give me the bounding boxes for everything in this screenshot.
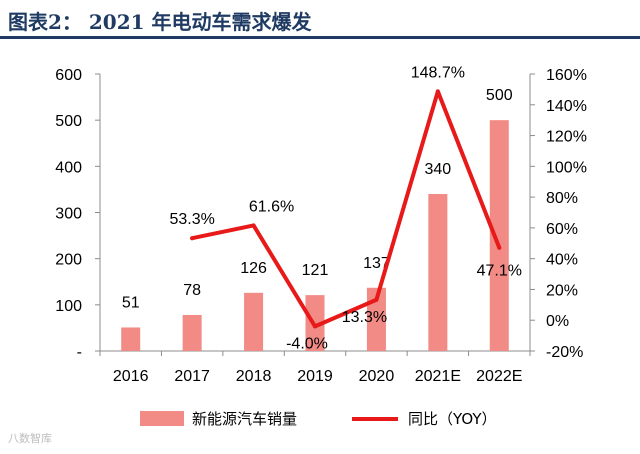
yoy-point-2019 <box>313 324 317 329</box>
left-tick-label: 300 <box>55 206 82 223</box>
x-tick-label: 2021E <box>415 368 461 385</box>
x-tick-label: 2018 <box>236 368 272 385</box>
bar-2022E <box>489 120 509 352</box>
right-tick-label: 0% <box>546 313 569 330</box>
figure-title: 图表2： 2021 年电动车需求爆发 <box>8 10 312 34</box>
bar-2017 <box>182 314 202 351</box>
x-tick-label: 2019 <box>297 368 333 385</box>
x-tick-label: 2020 <box>359 368 395 385</box>
right-tick-label: 160% <box>546 67 587 84</box>
bar-2018 <box>244 292 264 351</box>
legend-bar-label: 新能源汽车销量 <box>192 410 297 428</box>
right-tick-label: 120% <box>546 129 587 146</box>
right-tick-label: 100% <box>546 159 587 176</box>
left-tick-label: 400 <box>55 159 82 176</box>
left-tick-label: 500 <box>55 113 82 130</box>
yoy-value-label: 61.6% <box>249 198 294 215</box>
yoy-point-2020 <box>374 297 379 302</box>
x-tick-label: 2016 <box>113 368 149 385</box>
right-tick-label: -20% <box>546 344 583 361</box>
bar-value-label: 137 <box>363 255 390 272</box>
left-tick-label: 200 <box>55 252 82 269</box>
right-tick-label: 80% <box>546 190 578 207</box>
left-tick-label: 600 <box>55 67 82 84</box>
right-tick-label: 140% <box>546 98 587 115</box>
yoy-value-label: 47.1% <box>477 263 522 280</box>
bar-value-label: 500 <box>486 87 513 104</box>
legend-bar-swatch <box>140 411 184 426</box>
bar-2016 <box>121 327 141 351</box>
bar-value-label: 340 <box>425 161 452 178</box>
right-tick-label: 60% <box>546 221 578 238</box>
watermark: 八数智库 <box>8 433 52 445</box>
bar-value-label: 121 <box>302 262 329 279</box>
bar-value-label: 51 <box>122 294 140 311</box>
right-tick-label: 40% <box>546 252 578 269</box>
bar-value-label: 126 <box>240 260 267 277</box>
yoy-value-label: 148.7% <box>411 64 465 81</box>
bar-value-label: 78 <box>183 282 201 299</box>
right-tick-label: 20% <box>546 282 578 299</box>
yoy-value-label: 13.3% <box>342 309 387 326</box>
yoy-point-2017 <box>190 236 195 241</box>
legend-line-label: 同比（YOY） <box>408 410 497 428</box>
yoy-value-label: -4.0% <box>286 335 328 352</box>
x-tick-label: 2022E <box>476 368 522 385</box>
left-tick-label: - <box>77 344 82 361</box>
yoy-value-label: 53.3% <box>169 211 214 228</box>
yoy-point-2022E <box>497 245 502 250</box>
yoy-point-2021E <box>435 89 440 94</box>
left-tick-label: 100 <box>55 298 82 315</box>
x-tick-label: 2017 <box>174 368 210 385</box>
title-rule <box>0 36 640 39</box>
bar-2021E <box>428 194 448 351</box>
yoy-line <box>190 89 502 329</box>
yoy-point-2018 <box>251 223 256 228</box>
